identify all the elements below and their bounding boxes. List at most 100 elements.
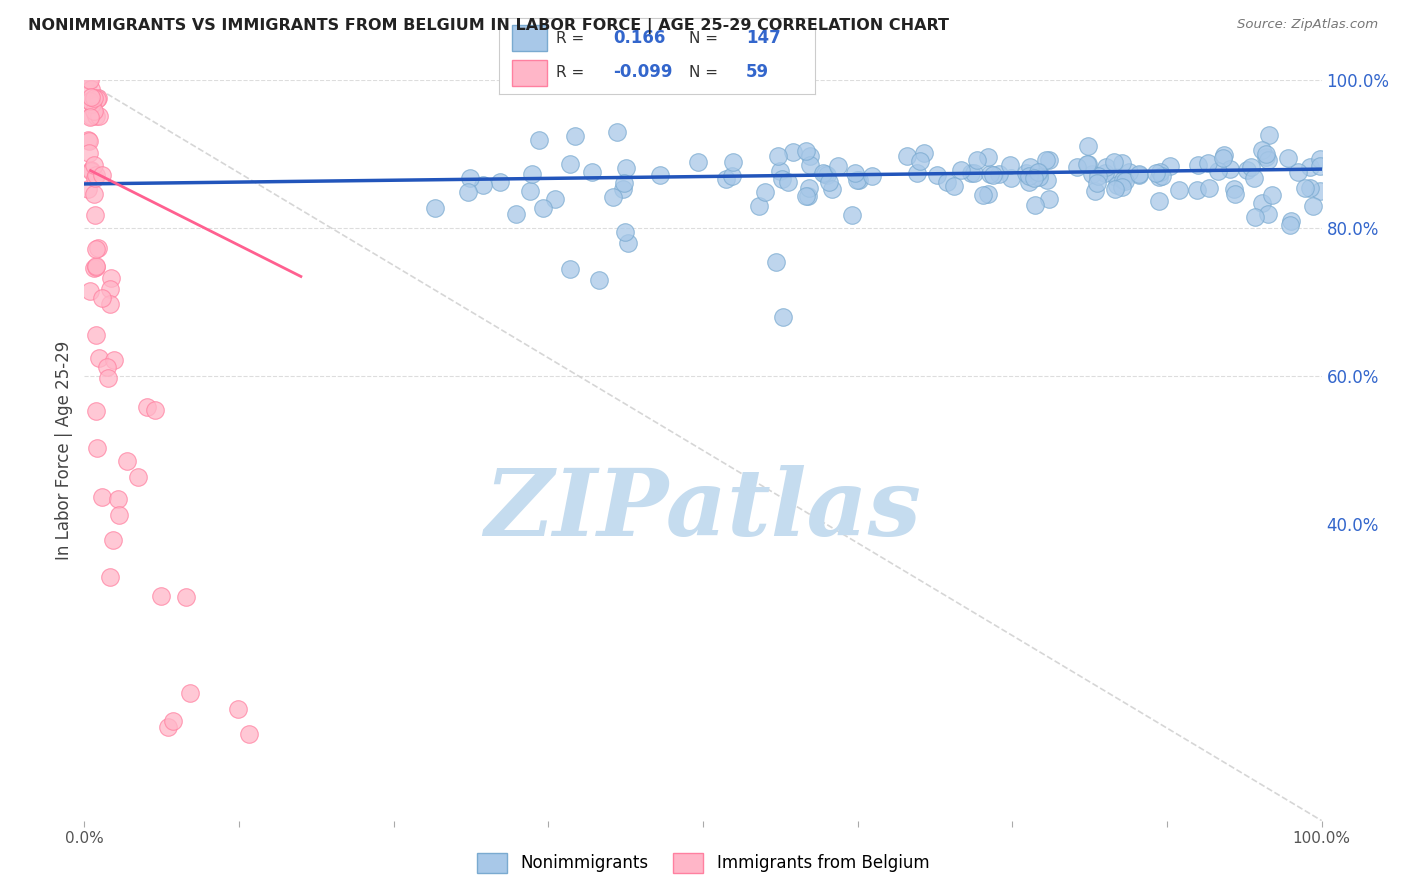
Point [908,154,931,169]
Point [84,208,107,222]
Point [91,168,114,182]
FancyBboxPatch shape [512,26,547,51]
Point [135,401,157,415]
Point [98,297,121,311]
Point [1084,184,1107,198]
Point [1257,206,1279,220]
Point [1277,151,1299,165]
Point [905,166,928,180]
Point [80,89,103,103]
Point [860,169,883,184]
Point [617,236,640,251]
Point [86,327,108,342]
Text: -0.099: -0.099 [613,63,672,81]
Point [1223,182,1246,196]
Point [1076,157,1098,171]
Point [912,145,935,160]
Text: N =: N = [689,65,723,80]
Point [799,149,821,163]
Point [981,168,1004,182]
Point [768,149,790,163]
Point [972,187,994,202]
Point [1279,214,1302,228]
Point [848,172,870,186]
Text: N =: N = [689,31,723,45]
Point [79,162,101,177]
Point [606,125,628,139]
Point [83,104,105,119]
Point [80,96,103,111]
Text: 147: 147 [745,29,780,47]
Point [472,178,495,192]
Point [84,242,107,256]
Point [1309,159,1331,173]
Point [1219,162,1241,177]
Point [80,109,103,123]
Legend: Nonimmigrants, Immigrants from Belgium: Nonimmigrants, Immigrants from Belgium [470,847,936,880]
Point [797,189,820,203]
Text: ZIPatlas: ZIPatlas [485,465,921,555]
Point [1015,166,1038,180]
Point [896,149,918,163]
Point [1102,154,1125,169]
Point [84,404,107,418]
Point [844,166,866,180]
Text: R =: R = [557,65,589,80]
Point [1066,161,1088,175]
Point [96,359,118,374]
Point [1114,174,1136,188]
Point [748,199,770,213]
Point [977,150,1000,164]
Point [1035,153,1057,167]
Point [1309,184,1331,198]
Point [1087,169,1109,183]
Point [714,172,737,186]
Point [1243,211,1265,225]
Point [1104,182,1126,196]
Point [100,270,122,285]
Point [520,167,543,181]
Point [1185,183,1208,197]
Point [754,185,776,199]
Point [782,145,804,159]
Point [1111,155,1133,169]
Point [820,182,842,196]
Point [107,491,129,506]
Point [1081,167,1104,181]
Point [799,158,821,172]
Point [238,726,260,740]
Point [179,686,201,700]
Point [1254,147,1277,161]
Point [149,590,172,604]
Point [80,163,103,178]
Text: NONIMMIGRANTS VS IMMIGRANTS FROM BELGIUM IN LABOR FORCE | AGE 25-29 CORRELATION : NONIMMIGRANTS VS IMMIGRANTS FROM BELGIUM… [28,18,949,34]
Point [943,178,966,193]
Point [841,208,863,222]
Point [83,186,105,201]
Point [1302,199,1324,213]
Point [77,134,100,148]
Point [721,154,744,169]
Point [613,176,636,190]
Point [1206,164,1229,178]
Point [1257,153,1279,168]
Point [846,173,869,187]
Point [1000,171,1022,186]
Point [612,182,634,196]
Point [527,132,550,146]
Point [87,109,110,123]
Point [84,109,107,123]
Point [103,533,125,547]
Point [79,73,101,87]
Point [814,167,837,181]
Point [1094,166,1116,180]
Point [87,90,110,104]
Point [1212,148,1234,162]
Point [115,454,138,468]
Point [228,702,250,716]
Point [1128,168,1150,182]
Point [519,184,541,198]
Point [425,201,447,215]
Point [977,187,1000,202]
Point [1024,198,1046,212]
